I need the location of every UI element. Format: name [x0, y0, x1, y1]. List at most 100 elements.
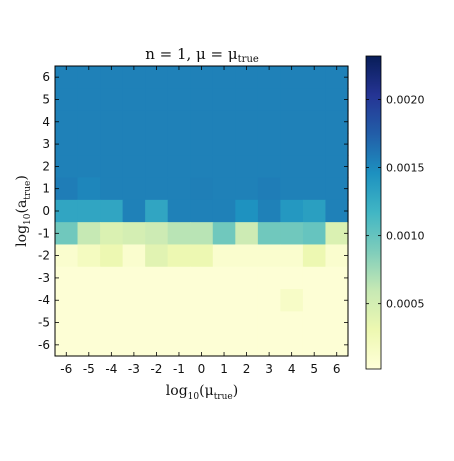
heatmap-cell — [100, 333, 124, 357]
heatmap-cell — [55, 66, 79, 89]
heatmap-cell — [212, 110, 236, 134]
heatmap-cell — [235, 66, 259, 89]
x-tick-label: 2 — [243, 362, 251, 376]
heatmap-cell — [167, 266, 191, 290]
heatmap-cell — [280, 132, 304, 156]
heatmap-cell — [190, 132, 214, 156]
heatmap-cell — [122, 110, 146, 134]
heatmap-cell — [145, 311, 169, 335]
heatmap-cell — [302, 132, 327, 156]
heatmap-cell — [167, 110, 191, 134]
heatmap-cell — [167, 155, 191, 179]
colorbar-ticks: 0.0005 0.0010 0.0015 0.0020 — [366, 94, 425, 311]
heatmap-cell — [325, 333, 349, 357]
y-tick-label: 4 — [42, 115, 50, 129]
heatmap-cell — [122, 222, 146, 246]
x-tick-label: -6 — [60, 362, 72, 376]
heatmap-cell — [55, 222, 79, 246]
heatmap-cell — [190, 110, 214, 134]
heatmap-cell — [257, 333, 281, 357]
heatmap-cell — [235, 222, 259, 246]
heatmap-cell — [122, 289, 146, 312]
heatmap-cell — [280, 155, 304, 179]
heatmap-cell — [325, 155, 349, 179]
x-tick-label: 1 — [220, 362, 228, 376]
heatmap-cell — [145, 110, 169, 134]
heatmap-cell — [280, 66, 304, 89]
heatmap-cell — [257, 132, 281, 156]
heatmap-cell — [77, 66, 101, 89]
heatmap-cell — [302, 311, 327, 335]
heatmap-cell — [77, 132, 101, 156]
heatmap-cell — [55, 266, 79, 290]
heatmap-cell — [280, 311, 304, 335]
colorbar-tick-label: 0.0015 — [386, 162, 425, 175]
heatmap-cell — [302, 110, 327, 134]
heatmap-cell — [325, 132, 349, 156]
heatmap-cell — [145, 199, 169, 223]
heatmap-cell — [212, 333, 236, 357]
heatmap-cell — [280, 110, 304, 134]
heatmap-cell — [257, 244, 281, 268]
heatmap-cell — [190, 266, 214, 290]
heatmap-cell — [235, 88, 259, 112]
heatmap-cell — [257, 311, 281, 335]
heatmap-cell — [302, 289, 327, 312]
heatmap-cell — [257, 155, 281, 179]
heatmap-cell — [145, 244, 169, 268]
y-tick-label: 5 — [42, 92, 50, 106]
chart-title: n = 1, μ = μtrue — [145, 45, 259, 65]
y-tick-label: -3 — [38, 271, 50, 285]
heatmap-cell — [122, 311, 146, 335]
heatmap-cell — [190, 177, 214, 201]
heatmap-cell — [100, 66, 124, 89]
y-tick-label: 6 — [42, 70, 50, 84]
heatmap-cell — [167, 66, 191, 89]
heatmap-cell — [122, 244, 146, 268]
heatmap-cell — [77, 222, 101, 246]
heatmap-cell — [235, 266, 259, 290]
heatmap-cell — [55, 155, 79, 179]
heatmap-cell — [235, 199, 259, 223]
heatmap-cell — [325, 177, 349, 201]
heatmap-cell — [77, 244, 101, 268]
heatmap-cell — [190, 311, 214, 335]
heatmap-cell — [100, 244, 124, 268]
heatmap-cell — [257, 88, 281, 112]
heatmap-cell — [77, 333, 101, 357]
heatmap-cell — [212, 132, 236, 156]
heatmap-cell — [212, 266, 236, 290]
y-tick-label: 1 — [42, 182, 50, 196]
heatmap-cell — [280, 244, 304, 268]
heatmap-cell — [302, 199, 327, 223]
heatmap-cell — [235, 333, 259, 357]
heatmap-cell — [55, 199, 79, 223]
heatmap-cell — [280, 88, 304, 112]
heatmap-cell — [190, 199, 214, 223]
heatmap-cell — [77, 311, 101, 335]
heatmap-cell — [100, 289, 124, 312]
heatmap-cell — [167, 333, 191, 357]
heatmap-cell — [100, 132, 124, 156]
heatmap-cell — [55, 177, 79, 201]
heatmap-cell — [190, 244, 214, 268]
heatmap-cell — [190, 66, 214, 89]
heatmap-cell — [100, 311, 124, 335]
heatmap-cell — [302, 244, 327, 268]
heatmap-cell — [167, 222, 191, 246]
heatmap-cell — [77, 177, 101, 201]
heatmap-cell — [280, 333, 304, 357]
heatmap-cell — [122, 266, 146, 290]
x-tick-label: -3 — [128, 362, 140, 376]
heatmap-cell — [257, 110, 281, 134]
x-axis-label: log10(μtrue) — [166, 383, 238, 402]
heatmap-cell — [100, 266, 124, 290]
heatmap-cell — [100, 177, 124, 201]
heatmap-cell — [212, 289, 236, 312]
heatmap-cells — [55, 66, 349, 357]
heatmap-cell — [145, 266, 169, 290]
heatmap-cell — [100, 110, 124, 134]
x-axis-ticks: -6 -5 -4 -3 -2 -1 0 1 2 3 4 5 6 — [60, 66, 341, 376]
heatmap-cell — [302, 222, 327, 246]
